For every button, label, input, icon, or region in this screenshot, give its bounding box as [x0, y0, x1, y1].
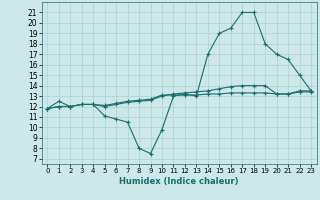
- X-axis label: Humidex (Indice chaleur): Humidex (Indice chaleur): [119, 177, 239, 186]
